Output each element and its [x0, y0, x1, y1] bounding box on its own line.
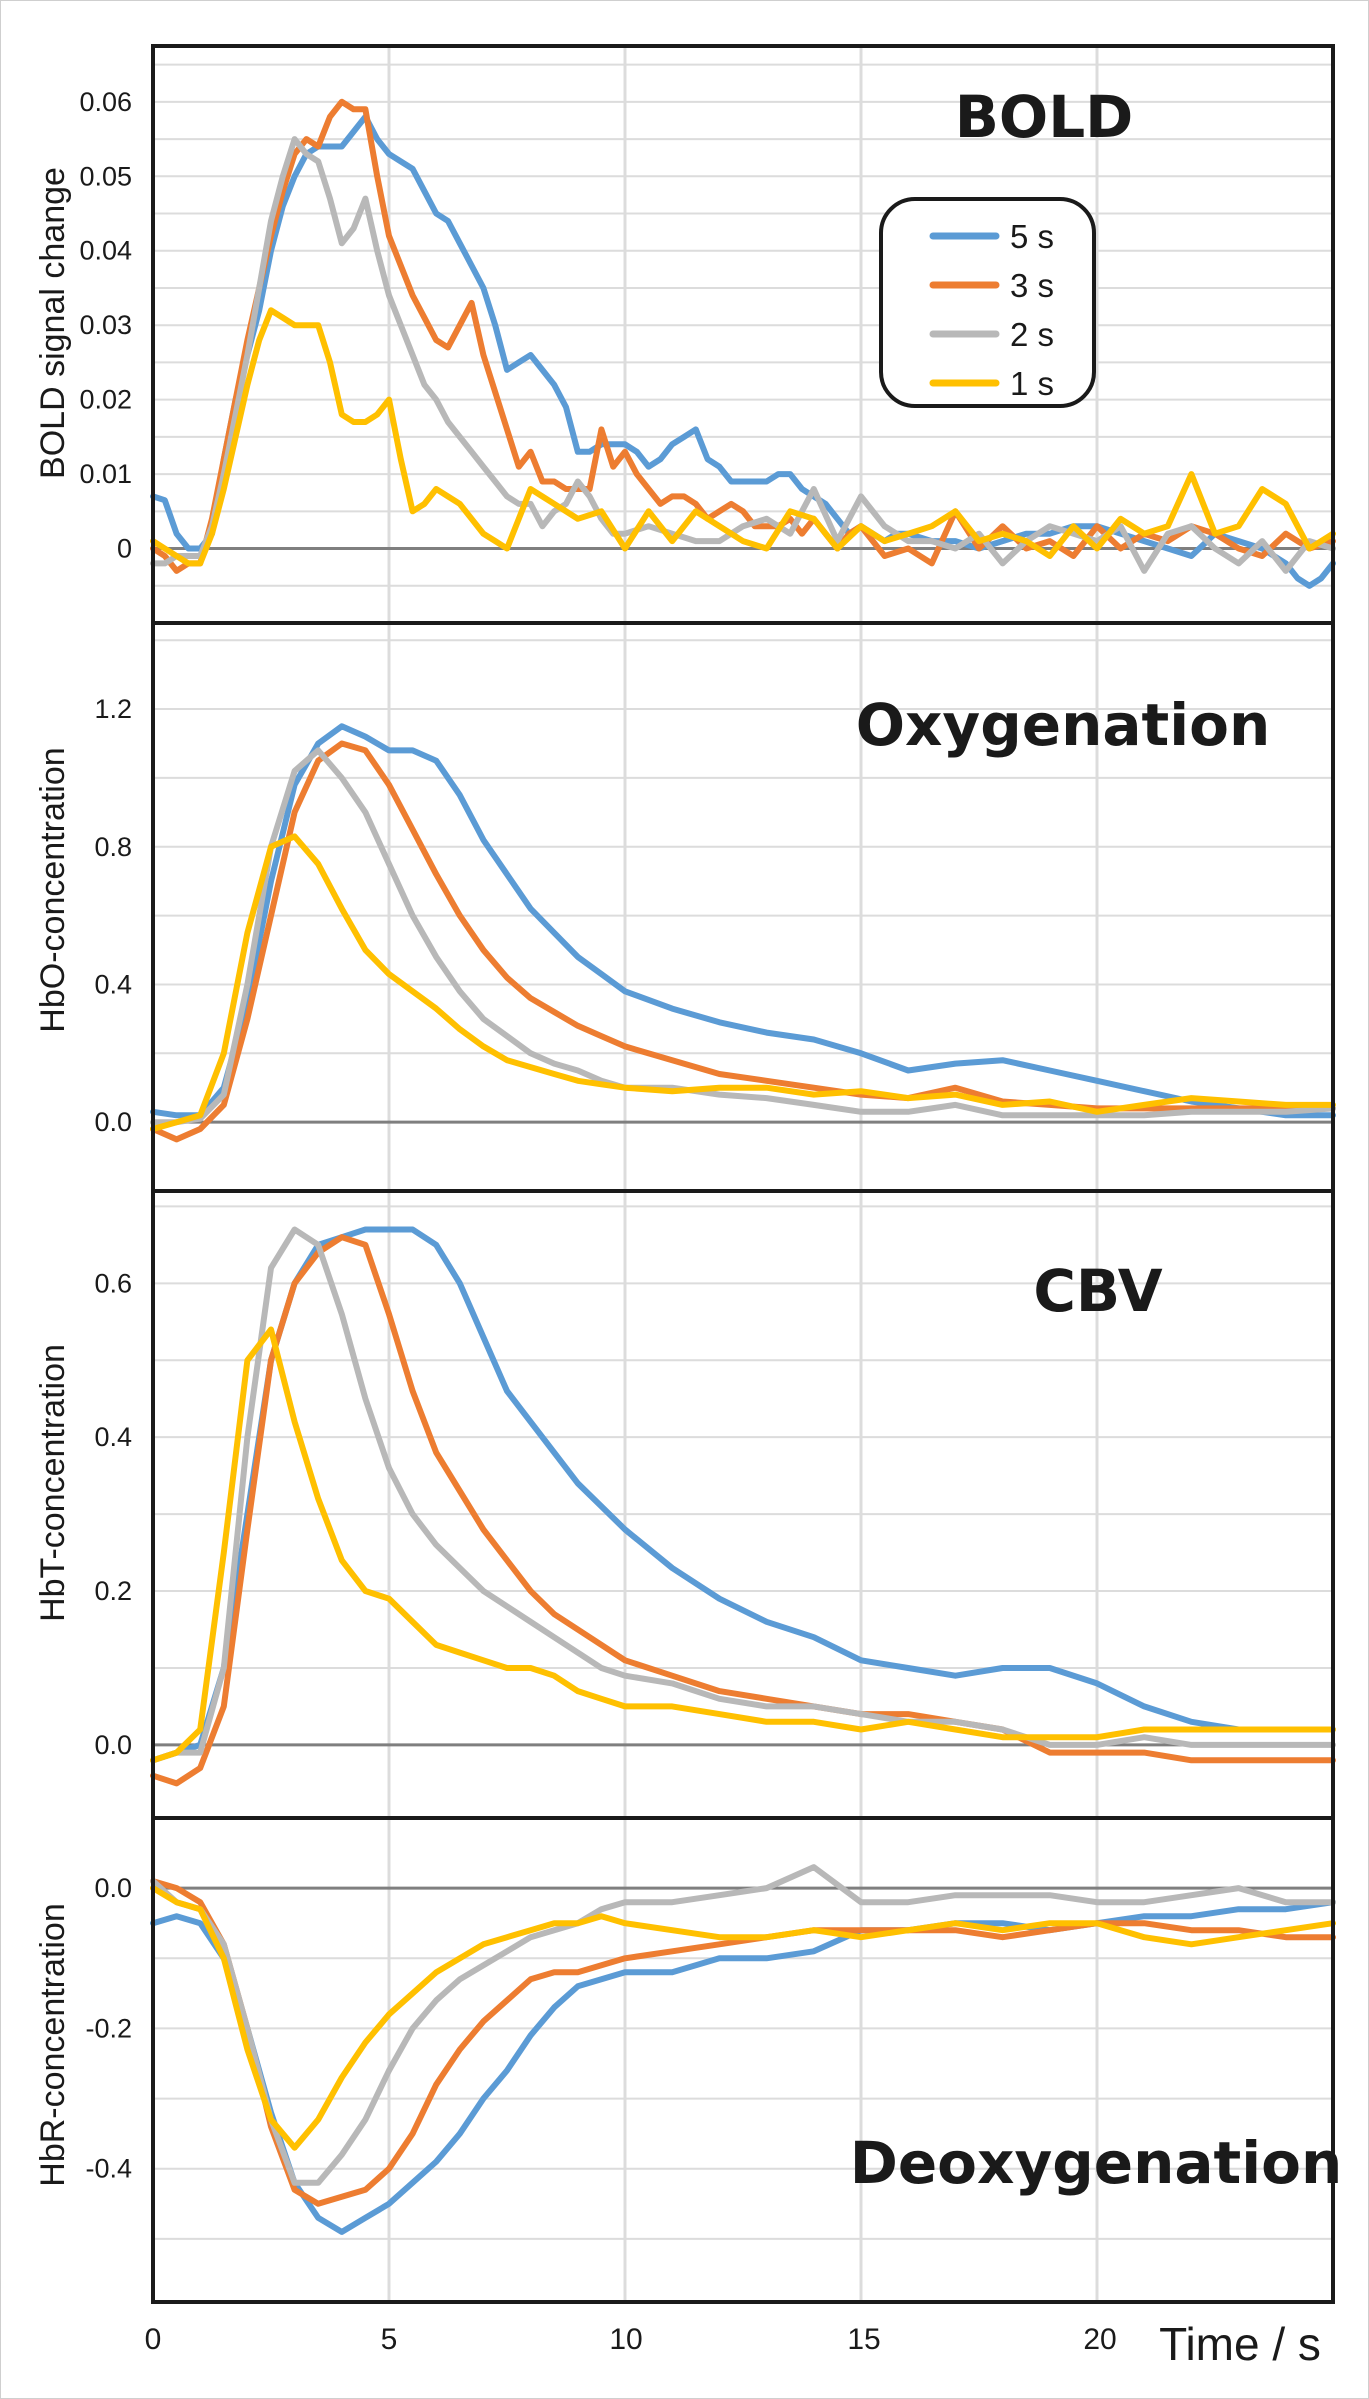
- hbt-series-3s: [150, 1234, 1336, 1787]
- x-tick-label: 15: [847, 2323, 880, 2356]
- hbr-y-tick-label: 0.0: [94, 1873, 132, 1903]
- legend-label-2s: 2 s: [1010, 316, 1054, 353]
- hbo-series-3s: [150, 740, 1336, 1143]
- y-tick-labels: 0 0.01 0.02 0.03 0.04 0.05 0.06 0.0 0.4 0.8 1.2 0.0…: [79, 87, 132, 2184]
- hbt-y-tick-label: 0.0: [94, 1730, 132, 1760]
- hbo-y-tick-label: 1.2: [94, 694, 132, 724]
- hbo-y-axis-label: HbO-concentration: [34, 747, 72, 1032]
- hbr-series-1s: [150, 1885, 1336, 2151]
- hbt-series-1s: [150, 1326, 1336, 1764]
- bold-y-axis-label: BOLD signal change: [34, 167, 72, 479]
- bold-y-tick-label: 0.05: [79, 161, 132, 191]
- hbo-series-5s: [150, 723, 1336, 1119]
- hbo-series-2s: [150, 747, 1336, 1126]
- series-layer: [150, 98, 1336, 2235]
- hbr-series-2s: [150, 1864, 1336, 2186]
- hbt-series-2s: [150, 1226, 1336, 1764]
- bold-y-tick-label: 0.03: [79, 310, 132, 340]
- hbo-y-tick-label: 0.4: [94, 969, 132, 999]
- bold-panel-title: BOLD: [955, 83, 1134, 151]
- panel-frames: [151, 44, 1335, 2304]
- oxygenation-panel-title: Oxygenation: [856, 691, 1271, 759]
- legend-label-5s: 5 s: [1010, 218, 1054, 255]
- hbr-y-axis-label: HbR-concentration: [34, 1903, 72, 2186]
- bold-y-tick-label: 0.06: [79, 87, 132, 117]
- legend-box: [879, 197, 1096, 408]
- legend: 5 s 3 s 2 s 1 s: [879, 197, 1096, 408]
- x-axis-label: Time / s: [1159, 2318, 1321, 2370]
- hbt-y-tick-label: 0.4: [94, 1422, 132, 1452]
- legend-label-3s: 3 s: [1010, 267, 1054, 304]
- hbo-y-tick-label: 0.8: [94, 832, 132, 862]
- bold-y-tick-label: 0: [117, 534, 132, 564]
- x-tick-label: 20: [1083, 2323, 1116, 2356]
- bold-series-3s: [150, 98, 1336, 574]
- legend-label-1s: 1 s: [1010, 365, 1054, 402]
- hbr-y-tick-label: -0.4: [85, 2154, 132, 2184]
- hbr-y-tick-label: -0.2: [85, 2013, 132, 2043]
- x-tick-label: 0: [145, 2323, 162, 2356]
- bold-y-tick-label: 0.02: [79, 385, 132, 415]
- deoxygenation-panel-title: Deoxygenation: [850, 2129, 1343, 2197]
- bold-y-tick-label: 0.01: [79, 459, 132, 489]
- cbv-panel-title: CBV: [1033, 1257, 1162, 1325]
- x-tick-label: 5: [381, 2323, 398, 2356]
- bold-y-tick-label: 0.04: [79, 236, 132, 266]
- grid-layer: [151, 46, 1333, 2302]
- hbo-series-1s: [150, 833, 1336, 1132]
- bold-series-2s: [150, 136, 1336, 574]
- hbt-y-tick-label: 0.6: [94, 1268, 132, 1298]
- x-tick-label: 10: [609, 2323, 642, 2356]
- hbt-y-axis-label: HbT-concentration: [34, 1344, 72, 1622]
- hbt-y-tick-label: 0.2: [94, 1576, 132, 1606]
- hbo-y-tick-label: 0.0: [94, 1107, 132, 1137]
- hbr-panel-frame: [151, 1816, 1335, 2304]
- zero-lines: [153, 547, 1333, 1890]
- bold-series-1s: [150, 307, 1336, 567]
